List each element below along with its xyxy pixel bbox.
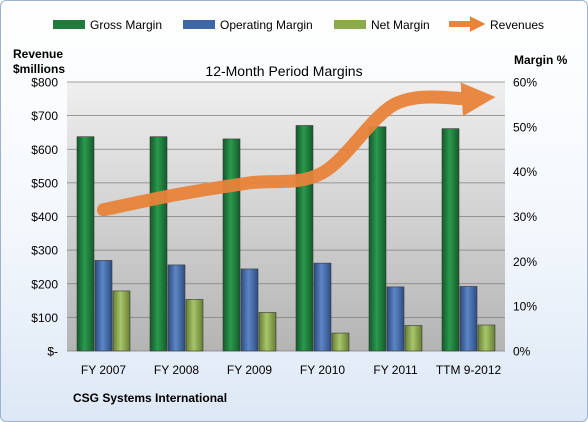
bar-net-margin-fy-2008 <box>185 299 204 352</box>
left-tick-label: $200 <box>31 277 58 291</box>
bar-net-margin-ttm-9-2012 <box>477 324 496 352</box>
legend-label-net-margin: Net Margin <box>371 18 430 32</box>
left-tick-label: $500 <box>31 176 58 190</box>
revenue-line-group <box>97 82 496 217</box>
bar-gross-margin-fy-2011 <box>368 126 387 352</box>
left-tick-label: $- <box>47 345 58 359</box>
bar-operating-margin-fy-2008 <box>167 264 186 352</box>
right-axis-label: Margin % <box>514 53 568 67</box>
bar-net-margin-fy-2009 <box>258 312 277 352</box>
category-label-fy-2007: FY 2007 <box>81 363 126 377</box>
right-tick-label: 50% <box>513 120 537 134</box>
legend-swatch-net-margin <box>334 20 366 29</box>
left-tick-label: $300 <box>31 244 58 258</box>
bar-operating-margin-ttm-9-2012 <box>459 286 478 352</box>
left-tick-label: $100 <box>31 311 58 325</box>
bar-net-margin-fy-2010 <box>331 332 350 352</box>
category-label-ttm-9-2012: TTM 9-2012 <box>436 363 502 377</box>
bar-operating-margin-fy-2009 <box>240 268 259 352</box>
legend-label-operating-margin: Operating Margin <box>220 18 313 32</box>
bar-net-margin-fy-2007 <box>112 290 131 352</box>
category-labels: FY 2007 FY 2008 FY 2009 FY 2010 FY 2011 TTM 9… <box>81 363 502 377</box>
left-axis-label-line1: Revenue <box>13 47 63 61</box>
left-tick-label: $800 <box>31 76 58 90</box>
left-tick-label: $400 <box>31 210 58 224</box>
bar-operating-margin-fy-2010 <box>313 262 332 352</box>
left-tick-label: $600 <box>31 143 58 157</box>
right-axis-ticks: 0% 10% 20% 30% 40% 50% 60% <box>513 76 537 359</box>
legend-label-revenues: Revenues <box>490 18 544 32</box>
right-tick-label: 30% <box>513 210 537 224</box>
chart-title: 12-Month Period Margins <box>205 63 362 79</box>
bar-net-margin-fy-2011 <box>404 325 423 352</box>
company-name: CSG Systems International <box>73 391 227 405</box>
legend-label-gross-margin: Gross Margin <box>90 18 162 32</box>
revenues-line <box>97 82 496 217</box>
right-tick-label: 20% <box>513 255 537 269</box>
left-axis-ticks: $- $100 $200 $300 $400 $500 $600 $700 $800 <box>31 76 58 359</box>
legend-swatch-operating-margin <box>183 20 215 29</box>
right-tick-label: 60% <box>513 76 537 90</box>
category-label-fy-2009: FY 2009 <box>227 363 272 377</box>
left-axis-label-line2: $millions <box>13 62 65 76</box>
bar-gross-margin-fy-2008 <box>149 136 168 352</box>
category-label-fy-2008: FY 2008 <box>154 363 199 377</box>
bar-gross-margin-fy-2007 <box>76 136 95 352</box>
right-tick-label: 10% <box>513 300 537 314</box>
category-label-fy-2010: FY 2010 <box>300 363 345 377</box>
category-label-fy-2011: FY 2011 <box>373 363 418 377</box>
bar-operating-margin-fy-2007 <box>94 260 113 352</box>
right-tick-label: 0% <box>513 345 531 359</box>
left-tick-label: $700 <box>31 109 58 123</box>
bar-gross-margin-fy-2010 <box>295 125 314 352</box>
bar-gross-margin-ttm-9-2012 <box>441 128 460 352</box>
bar-gross-margin-fy-2009 <box>222 138 241 352</box>
legend: Gross Margin Operating Margin Net Margin… <box>53 16 544 32</box>
right-tick-label: 40% <box>513 165 537 179</box>
legend-swatch-gross-margin <box>53 20 85 29</box>
bar-operating-margin-fy-2011 <box>386 286 405 352</box>
